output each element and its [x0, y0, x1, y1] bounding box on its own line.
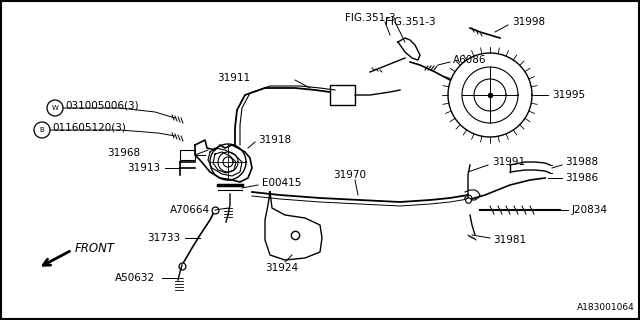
Text: 31995: 31995	[552, 90, 585, 100]
Text: FRONT: FRONT	[75, 242, 115, 254]
Text: A183001064: A183001064	[577, 303, 635, 312]
Text: 31924: 31924	[266, 263, 299, 273]
Text: 31968: 31968	[107, 148, 140, 158]
Text: 31988: 31988	[565, 157, 598, 167]
Text: 31733: 31733	[147, 233, 180, 243]
Text: FIG.351-3: FIG.351-3	[345, 13, 396, 23]
Text: 31970: 31970	[333, 170, 367, 180]
Text: W: W	[52, 105, 58, 111]
Text: 31991: 31991	[492, 157, 525, 167]
Text: 031005006(3): 031005006(3)	[65, 101, 139, 111]
Text: 31998: 31998	[512, 17, 545, 27]
Text: 31913: 31913	[127, 163, 160, 173]
Bar	[180, 150, 195, 160]
Text: FIG.351-3: FIG.351-3	[385, 17, 436, 27]
Text: B: B	[40, 127, 44, 133]
Text: A70664: A70664	[170, 205, 210, 215]
Text: A6086: A6086	[453, 55, 486, 65]
Text: 31911: 31911	[217, 73, 250, 83]
Text: J20834: J20834	[572, 205, 608, 215]
Text: 31981: 31981	[493, 235, 526, 245]
Text: 31986: 31986	[565, 173, 598, 183]
Text: A50632: A50632	[115, 273, 155, 283]
Text: E00415: E00415	[262, 178, 301, 188]
Bar	[330, 85, 355, 105]
Text: 011605120(3): 011605120(3)	[52, 123, 126, 133]
Text: 31918: 31918	[258, 135, 291, 145]
